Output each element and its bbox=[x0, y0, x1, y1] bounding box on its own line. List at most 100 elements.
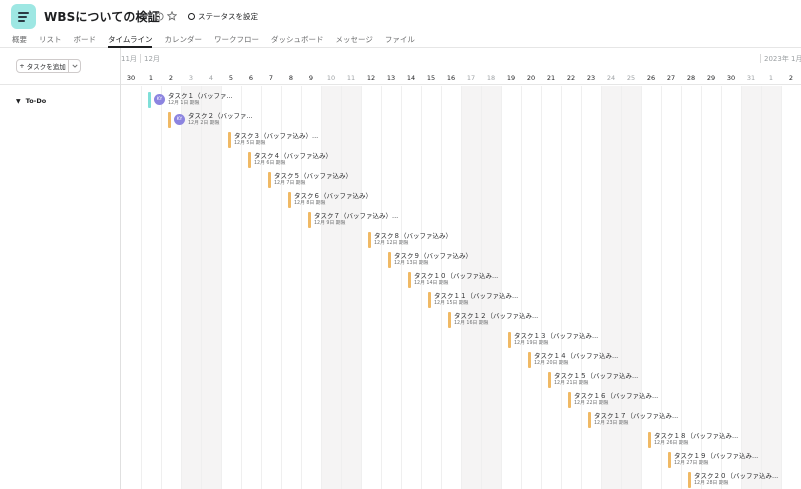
task-bar[interactable] bbox=[568, 392, 571, 408]
timeline-date: 21 bbox=[546, 74, 556, 82]
timeline-date: 7 bbox=[268, 74, 274, 82]
tab-0[interactable]: 概要 bbox=[12, 35, 27, 44]
info-icon[interactable] bbox=[153, 10, 165, 22]
timeline-task[interactable]: タスク１２（バッファ込み... 12月 16日 期限 bbox=[448, 312, 598, 328]
task-bar[interactable] bbox=[168, 112, 171, 128]
day-gridline bbox=[201, 86, 202, 489]
timeline-task[interactable]: タスク１８（バッファ込み... 12月 26日 期限 bbox=[648, 432, 798, 448]
tab-8[interactable]: ファイル bbox=[384, 35, 415, 44]
day-gridline bbox=[441, 86, 442, 489]
task-name: タスク５（バッファ込み） bbox=[274, 172, 352, 180]
timeline-date: 23 bbox=[586, 74, 596, 82]
day-gridline bbox=[421, 86, 422, 489]
timeline-date: 27 bbox=[666, 74, 676, 82]
day-gridline bbox=[781, 86, 782, 489]
task-bar[interactable] bbox=[408, 272, 411, 288]
timeline-task[interactable]: タスク５（バッファ込み） 12月 7日 期限 bbox=[268, 172, 418, 188]
task-bar[interactable] bbox=[688, 472, 691, 488]
task-due-date: 12月 7日 期限 bbox=[274, 181, 306, 186]
project-title[interactable]: WBSについての検証 bbox=[44, 10, 160, 24]
task-bar[interactable] bbox=[508, 332, 511, 348]
day-gridline bbox=[541, 86, 542, 489]
timeline-task[interactable]: タスク７（バッファ込み）... 12月 9日 期限 bbox=[308, 212, 458, 228]
day-gridline bbox=[381, 86, 382, 489]
timeline-task[interactable]: タスク１６（バッファ込み... 12月 22日 期限 bbox=[568, 392, 718, 408]
task-due-date: 12月 27日 期限 bbox=[674, 461, 709, 466]
timeline-task[interactable]: タスク１３（バッファ込み... 12月 19日 期限 bbox=[508, 332, 658, 348]
timeline-task[interactable]: タスク４（バッファ込み） 12月 6日 期限 bbox=[248, 152, 398, 168]
task-bar[interactable] bbox=[148, 92, 151, 108]
tab-5[interactable]: ワークフロー bbox=[213, 35, 259, 44]
task-bar[interactable] bbox=[308, 212, 311, 228]
timeline-date: 30 bbox=[126, 74, 136, 82]
left-header-divider bbox=[0, 84, 121, 85]
timeline-task[interactable]: KY タスク２（バッファ... 12月 2日 期限 bbox=[168, 112, 318, 128]
add-task-button[interactable]: + タスクを追加 bbox=[16, 59, 69, 73]
timeline-task[interactable]: タスク２０（バッファ込み... 12月 28日 期限 bbox=[688, 472, 801, 488]
day-gridline bbox=[621, 86, 622, 489]
task-bar[interactable] bbox=[388, 252, 391, 268]
tab-6[interactable]: ダッシュボード bbox=[270, 35, 324, 44]
timeline-task[interactable]: タスク９（バッファ込み） 12月 13日 期限 bbox=[388, 252, 538, 268]
timeline-task[interactable]: タスク３（バッファ込み）... 12月 5日 期限 bbox=[228, 132, 378, 148]
timeline-task[interactable]: タスク１０（バッファ込み... 12月 14日 期限 bbox=[408, 272, 558, 288]
timeline-task[interactable]: タスク１９（バッファ込み... 12月 27日 期限 bbox=[668, 452, 801, 468]
day-gridline bbox=[321, 86, 322, 489]
task-name: タスク１５（バッファ込み... bbox=[554, 372, 639, 380]
day-gridline bbox=[661, 86, 662, 489]
task-name: タスク１１（バッファ込み... bbox=[434, 292, 519, 300]
timeline-date: 29 bbox=[706, 74, 716, 82]
project-list-icon[interactable] bbox=[11, 4, 36, 29]
day-gridline bbox=[161, 86, 162, 489]
task-bar[interactable] bbox=[528, 352, 531, 368]
task-name: タスク３（バッファ込み）... bbox=[234, 132, 319, 140]
add-task-dropdown-button[interactable] bbox=[68, 59, 81, 73]
task-bar[interactable] bbox=[588, 412, 591, 428]
task-bar[interactable] bbox=[448, 312, 451, 328]
tab-2[interactable]: ボード bbox=[73, 35, 97, 44]
day-gridline bbox=[481, 86, 482, 489]
day-gridline bbox=[221, 86, 222, 489]
avatar[interactable]: KY bbox=[174, 114, 185, 125]
task-bar[interactable] bbox=[288, 192, 291, 208]
tab-1[interactable]: リスト bbox=[39, 35, 62, 44]
avatar[interactable]: KY bbox=[154, 94, 165, 105]
status-label: ステータスを設定 bbox=[198, 12, 258, 21]
task-bar[interactable] bbox=[668, 452, 671, 468]
task-due-date: 12月 5日 期限 bbox=[234, 141, 266, 146]
task-bar[interactable] bbox=[368, 232, 371, 248]
section-todo[interactable]: ▼ To-Do bbox=[16, 97, 46, 105]
task-bar[interactable] bbox=[268, 172, 271, 188]
task-bar[interactable] bbox=[548, 372, 551, 388]
tab-7[interactable]: メッセージ bbox=[335, 35, 373, 44]
task-name: タスク６（バッファ込み） bbox=[294, 192, 372, 200]
timeline-task[interactable]: タスク６（バッファ込み） 12月 8日 期限 bbox=[288, 192, 438, 208]
timeline-date: 2 bbox=[788, 74, 794, 82]
timeline-date: 22 bbox=[566, 74, 576, 82]
set-status-button[interactable]: ステータスを設定 bbox=[188, 10, 258, 23]
day-gridline bbox=[301, 86, 302, 489]
plus-icon: + bbox=[19, 62, 25, 70]
timeline-task[interactable]: タスク１１（バッファ込み... 12月 15日 期限 bbox=[428, 292, 578, 308]
task-bar[interactable] bbox=[428, 292, 431, 308]
task-bar[interactable] bbox=[228, 132, 231, 148]
task-bar[interactable] bbox=[648, 432, 651, 448]
timeline-date: 8 bbox=[288, 74, 294, 82]
timeline-date: 17 bbox=[466, 74, 476, 82]
timeline-task[interactable]: タスク１５（バッファ込み... 12月 21日 期限 bbox=[548, 372, 698, 388]
timeline-task[interactable]: タスク１７（バッファ込み... 12月 23日 期限 bbox=[588, 412, 738, 428]
chevron-down-icon[interactable] bbox=[139, 10, 151, 22]
timeline-date: 14 bbox=[406, 74, 416, 82]
task-bar[interactable] bbox=[248, 152, 251, 168]
timeline-date: 9 bbox=[308, 74, 314, 82]
timeline-task[interactable]: KY タスク１（バッファ... 12月 1日 期限 bbox=[148, 92, 298, 108]
timeline-task[interactable]: タスク８（バッファ込み） 12月 12日 期限 bbox=[368, 232, 518, 248]
timeline-task[interactable]: タスク１４（バッファ込み... 12月 20日 期限 bbox=[528, 352, 678, 368]
tab-3[interactable]: タイムライン bbox=[108, 35, 153, 48]
day-gridline bbox=[641, 86, 642, 489]
star-icon[interactable] bbox=[166, 10, 178, 22]
tab-4[interactable]: カレンダー bbox=[164, 35, 202, 44]
caret-down-icon[interactable]: ▼ bbox=[16, 97, 21, 105]
day-gridline bbox=[521, 86, 522, 489]
day-gridline bbox=[461, 86, 462, 489]
